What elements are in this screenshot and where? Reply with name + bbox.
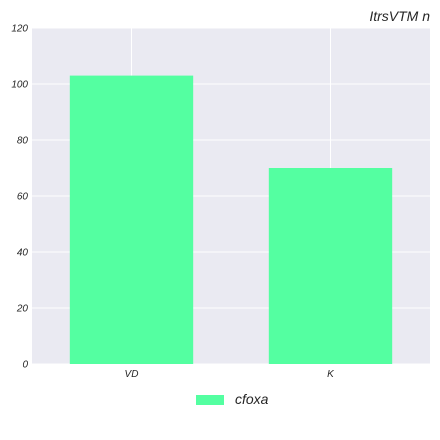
chart-title: ItrsVTM n [369, 8, 430, 24]
y-tick-label: 80 [17, 136, 29, 147]
bar-k [268, 168, 393, 364]
legend: cfoxa [196, 391, 269, 407]
x-tick-label: K [327, 369, 335, 380]
y-axis-ticks: 0 20 40 60 80 100 120 [11, 24, 28, 371]
y-tick-label: 0 [22, 360, 28, 371]
legend-label: cfoxa [235, 391, 269, 407]
y-tick-label: 120 [11, 24, 28, 35]
legend-swatch [196, 395, 224, 405]
y-tick-label: 40 [17, 248, 29, 259]
y-tick-label: 20 [16, 304, 29, 315]
bars [69, 75, 393, 364]
bar-vd [69, 75, 194, 364]
x-axis-ticks: VD K [125, 369, 336, 380]
y-tick-label: 60 [17, 192, 29, 203]
y-tick-label: 100 [11, 80, 28, 91]
x-tick-label: VD [125, 369, 139, 380]
